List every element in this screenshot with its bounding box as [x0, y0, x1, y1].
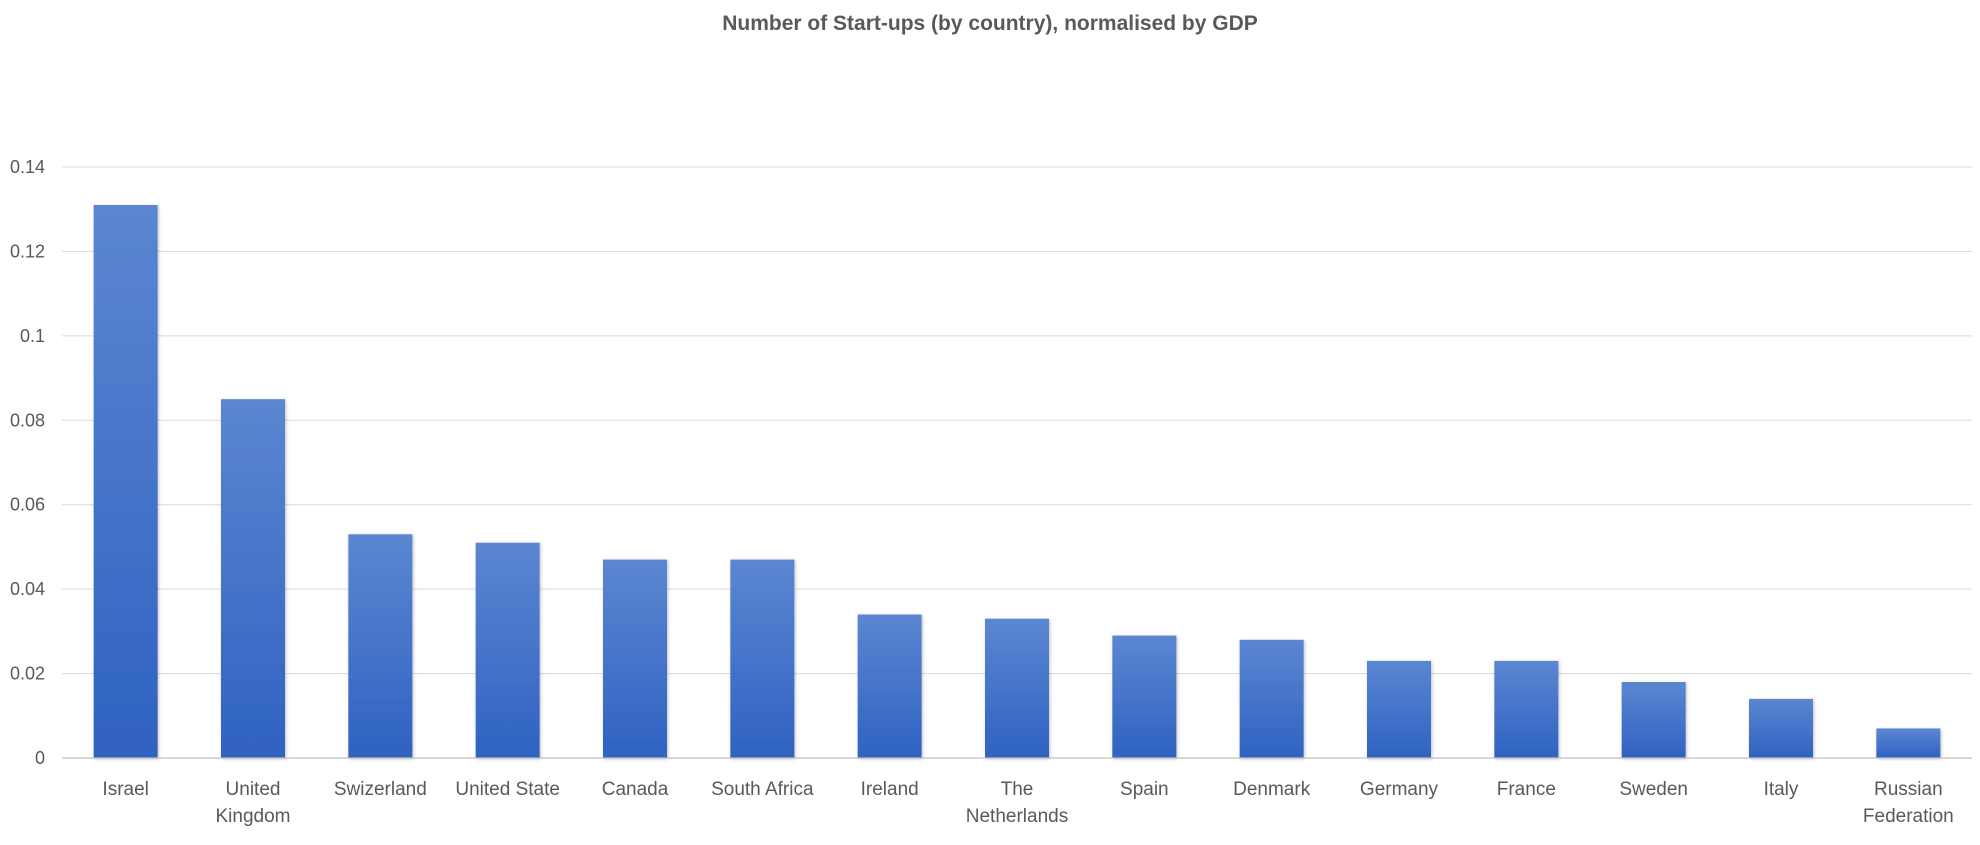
x-tick-label-line: Israel [102, 779, 148, 800]
bars [93, 204, 1941, 758]
x-axis-labels: Israel United Kingdom Swizerland United Stat… [102, 779, 1953, 827]
chart-title: Number of Start-ups (by country), normal… [722, 12, 1258, 35]
bar [221, 399, 285, 758]
bar [1621, 682, 1686, 758]
bar [93, 204, 158, 758]
x-tick-label-line: Russian [1874, 779, 1943, 800]
x-tick-label-line: The [1001, 779, 1034, 800]
bar [475, 542, 540, 758]
y-tick-label: 0 [35, 748, 45, 768]
x-tick-label: Ireland [861, 779, 919, 800]
bar [1367, 660, 1431, 758]
x-tick-label-line: Germany [1360, 779, 1439, 800]
y-axis-ticks: 0 0.02 0.04 0.06 0.08 0.1 0.12 0.14 [10, 157, 45, 768]
x-tick-label: South Africa [711, 779, 814, 800]
x-tick-label-line: Kingdom [216, 806, 291, 827]
x-tick-label: Canada [602, 779, 669, 800]
x-tick-label-line: Denmark [1233, 779, 1311, 800]
x-tick-label-line: France [1497, 779, 1556, 800]
bar [730, 559, 795, 758]
x-tick-label: Denmark [1233, 779, 1311, 800]
y-tick-label: 0.1 [20, 326, 45, 346]
x-tick-label: United State [455, 779, 560, 800]
x-tick-label: Italy [1764, 779, 1799, 800]
x-tick-label-line: Federation [1863, 806, 1954, 827]
x-tick-label: Spain [1120, 779, 1169, 800]
x-tick-label-line: Italy [1764, 779, 1799, 800]
x-tick-label: Sweden [1619, 779, 1688, 800]
x-tick-label-line: Sweden [1619, 779, 1688, 800]
x-tick-label: The Netherlands [966, 779, 1068, 827]
bar [985, 618, 1049, 758]
bar [348, 534, 413, 758]
y-tick-label: 0.04 [10, 579, 45, 599]
x-tick-label: United Kingdom [216, 779, 291, 827]
y-tick-label: 0.08 [10, 410, 45, 430]
x-tick-label-line: United State [455, 779, 560, 800]
x-tick-label: Israel [102, 779, 148, 800]
x-tick-label-line: Netherlands [966, 806, 1068, 827]
bar [1749, 698, 1813, 758]
y-tick-label: 0.02 [10, 664, 45, 684]
bar [1239, 639, 1304, 758]
bar [1494, 660, 1559, 758]
x-tick-label-line: South Africa [711, 779, 814, 800]
x-tick-label: France [1497, 779, 1556, 800]
x-tick-label-line: United [226, 779, 281, 800]
x-tick-label: Germany [1360, 779, 1439, 800]
y-tick-label: 0.06 [10, 495, 45, 515]
bar [603, 559, 667, 758]
bar [1876, 728, 1941, 758]
x-tick-label-line: Ireland [861, 779, 919, 800]
x-tick-label: Russian Federation [1863, 779, 1954, 827]
y-tick-label: 0.14 [10, 157, 45, 177]
y-tick-label: 0.12 [10, 241, 45, 261]
x-tick-label-line: Canada [602, 779, 669, 800]
x-tick-label: Swizerland [334, 779, 427, 800]
bar [857, 614, 922, 758]
x-tick-label-line: Swizerland [334, 779, 427, 800]
x-tick-label-line: Spain [1120, 779, 1169, 800]
bar [1112, 635, 1177, 758]
